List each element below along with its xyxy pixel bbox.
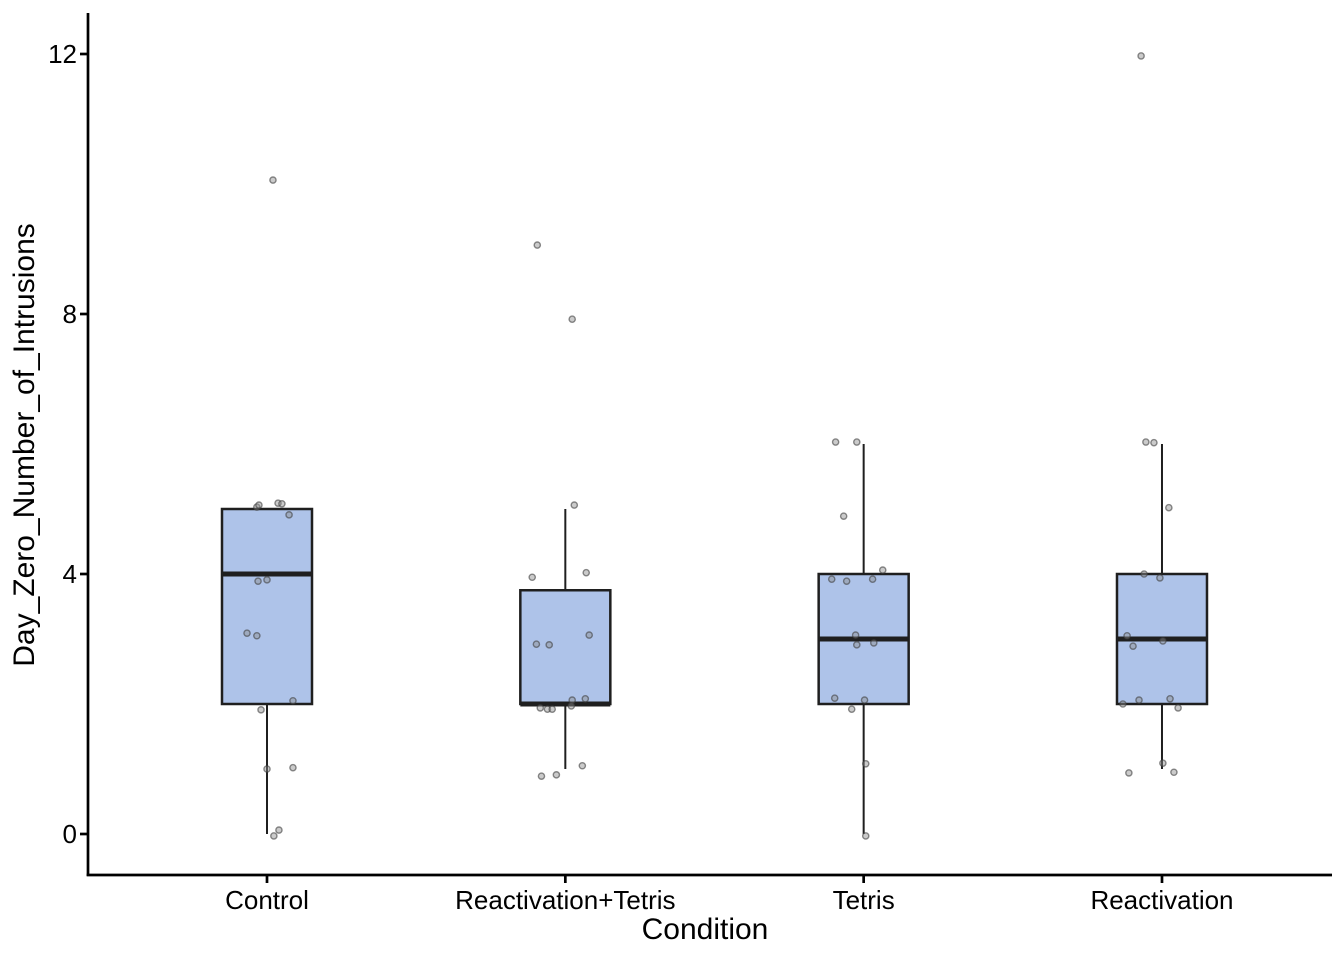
jitter-point [1140, 570, 1148, 578]
jitter-point [852, 438, 861, 446]
jitter-point [278, 499, 286, 508]
jitter-point [1129, 642, 1137, 650]
jitter-point [878, 566, 887, 574]
x-tick-label: Reactivation+Tetris [455, 885, 675, 915]
y-axis-title: Day_Zero_Number_of_Intrusions [8, 223, 41, 667]
jitter-point [830, 694, 839, 702]
jitter-point [567, 702, 576, 710]
jitter-point [270, 832, 278, 840]
jitter-point [243, 629, 251, 637]
jitter-point [847, 705, 856, 714]
jitter-point [839, 512, 848, 520]
jitter-point [585, 631, 593, 639]
jitter-point [552, 771, 561, 779]
jitter-point [1156, 574, 1164, 582]
jitter-point [582, 568, 591, 577]
jitter-point [289, 696, 297, 705]
jitter-point [1159, 637, 1167, 645]
y-tick-label: 0 [63, 819, 77, 849]
jitter-point [860, 696, 869, 704]
jitter-point [254, 577, 262, 585]
x-tick-label: Reactivation [1090, 885, 1233, 915]
jitter-point [831, 438, 840, 446]
jitter-point [868, 575, 877, 584]
box-reactivation-tetris [519, 589, 612, 706]
jitter-point [861, 832, 870, 840]
jitter-point [545, 641, 554, 649]
jitter-point [269, 176, 277, 184]
jitter-point [532, 640, 541, 649]
box-control [220, 507, 314, 706]
y-tick-label: 4 [63, 559, 77, 589]
jitter-point [827, 575, 836, 584]
y-tick-label: 8 [63, 299, 77, 329]
x-tick-label: Control [225, 885, 309, 915]
jitter-point [1119, 700, 1127, 708]
jitter-point [842, 577, 851, 585]
jitter-point [861, 760, 870, 768]
jitter-point [1135, 696, 1143, 704]
jitter-point [263, 765, 271, 773]
jitter-point [570, 501, 579, 509]
jitter-point [1123, 631, 1131, 640]
jitter-point [275, 826, 283, 834]
jitter-point [1174, 704, 1182, 712]
jitter-point [1142, 438, 1150, 446]
jitter-point [1150, 438, 1158, 447]
jitter-point [870, 639, 878, 647]
jitter-point [536, 704, 545, 712]
jitter-point [1125, 769, 1133, 777]
jitter-point [1137, 52, 1145, 60]
jitter-point [548, 705, 557, 714]
jitter-point [257, 706, 265, 714]
jitter-point [1159, 759, 1167, 767]
jitter-point [533, 241, 542, 249]
jitter-point [581, 695, 590, 703]
jitter-point [578, 761, 587, 770]
jitter-point [851, 631, 860, 639]
jitter-point [263, 576, 271, 584]
jitter-point [285, 511, 293, 519]
x-axis-title: Condition [641, 913, 769, 946]
jitter-point [537, 772, 546, 780]
jitter-point [255, 501, 263, 509]
jitter-point [1170, 768, 1178, 777]
jitter-point [1165, 503, 1173, 512]
x-tick-label: Tetris [833, 885, 895, 915]
jitter-point [289, 763, 297, 772]
jitter-point [568, 315, 576, 324]
jitter-point [1166, 695, 1174, 703]
jitter-point [528, 573, 537, 582]
jitter-point [253, 631, 261, 640]
jitter-point [852, 641, 861, 649]
y-tick-label: 12 [48, 39, 77, 69]
